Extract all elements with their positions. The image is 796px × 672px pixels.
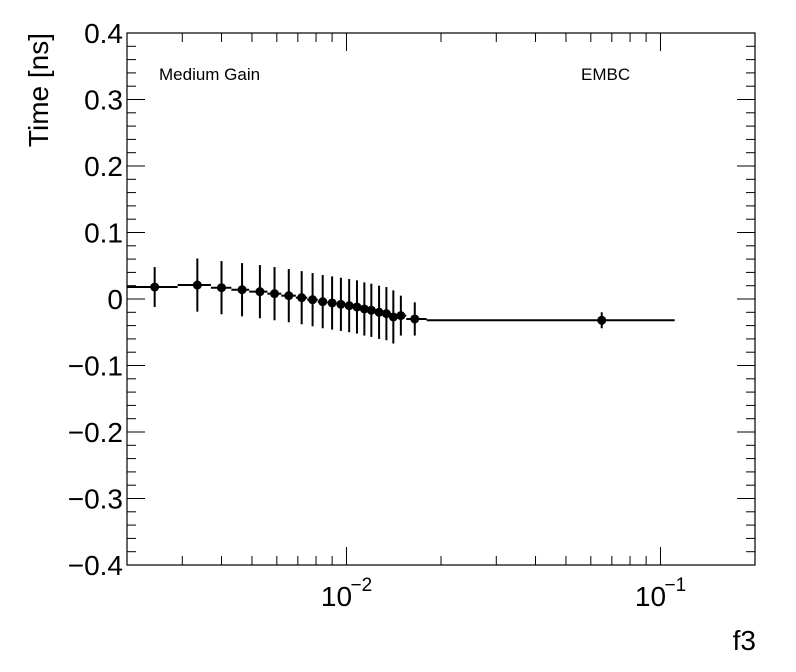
data-point — [318, 297, 328, 307]
annotation-gain: Medium Gain — [159, 65, 260, 84]
data-point — [374, 307, 384, 317]
y-tick-label: −0.3 — [68, 484, 123, 515]
data-point — [352, 302, 362, 312]
axis-ticks — [126, 32, 756, 566]
data-point — [217, 283, 227, 293]
data-point — [255, 287, 265, 297]
y-tick-label: −0.1 — [68, 351, 123, 382]
annotation-region: EMBC — [581, 65, 630, 84]
y-tick-label: −0.4 — [68, 550, 123, 581]
x-axis-title: f3 — [733, 625, 756, 656]
data-point — [336, 299, 346, 309]
y-tick-label: −0.2 — [68, 417, 123, 448]
y-tick-labels: 0.4 0.3 0.2 0.1 0 −0.1 −0.2 −0.3 −0.4 — [68, 18, 123, 581]
data-point — [297, 293, 307, 303]
data-point — [366, 305, 376, 315]
x-tick-label-base: 10 — [635, 581, 666, 612]
data-points — [127, 258, 675, 344]
data-point — [381, 309, 391, 319]
y-tick-label: 0 — [107, 284, 123, 315]
x-tick-label-exponent: −1 — [664, 575, 686, 596]
data-point — [327, 298, 337, 308]
data-point — [410, 314, 420, 324]
data-point — [344, 301, 354, 311]
data-point — [388, 312, 398, 322]
x-tick-label-exponent: −2 — [350, 575, 372, 596]
y-tick-label: 0.1 — [84, 218, 123, 249]
y-axis-title: Time [ns] — [23, 33, 54, 147]
y-tick-label: 0.3 — [84, 85, 123, 116]
data-point — [192, 280, 202, 290]
x-tick-label-base: 10 — [321, 581, 352, 612]
data-point — [597, 315, 607, 325]
data-point — [359, 304, 369, 314]
data-point — [396, 311, 406, 321]
x-tick-labels: 10−2 10−1 — [321, 575, 686, 612]
data-point — [237, 285, 247, 295]
data-point — [284, 291, 294, 301]
data-point — [270, 289, 280, 299]
y-tick-label: 0.4 — [84, 18, 123, 49]
data-point — [308, 295, 318, 305]
data-point — [150, 282, 160, 292]
y-tick-label: 0.2 — [84, 151, 123, 182]
